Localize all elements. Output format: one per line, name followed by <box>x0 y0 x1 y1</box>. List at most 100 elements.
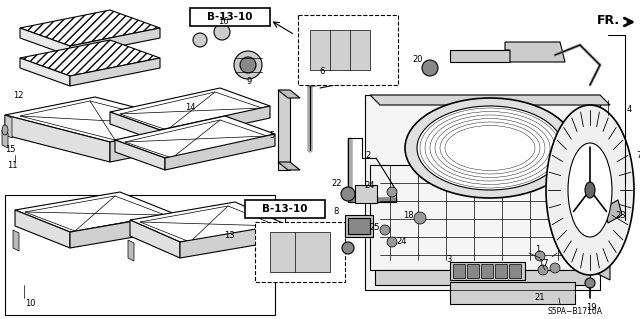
Bar <box>348 218 370 234</box>
Polygon shape <box>20 58 70 86</box>
Polygon shape <box>604 200 622 223</box>
Polygon shape <box>310 30 370 70</box>
Ellipse shape <box>214 24 230 40</box>
Text: 7: 7 <box>636 151 640 160</box>
Polygon shape <box>20 40 160 76</box>
Polygon shape <box>110 88 270 130</box>
Polygon shape <box>20 10 160 46</box>
Bar <box>255 222 345 282</box>
Text: 19: 19 <box>586 303 596 313</box>
Bar <box>467 264 479 278</box>
Polygon shape <box>125 120 267 158</box>
Text: B-13-10: B-13-10 <box>207 12 253 22</box>
Polygon shape <box>375 270 590 285</box>
Ellipse shape <box>546 105 634 275</box>
Text: 24: 24 <box>397 236 407 246</box>
Bar <box>481 264 493 278</box>
Text: B-13-10: B-13-10 <box>262 204 308 214</box>
Ellipse shape <box>405 98 575 198</box>
Polygon shape <box>20 28 70 56</box>
Polygon shape <box>2 130 8 148</box>
Ellipse shape <box>585 182 595 198</box>
Polygon shape <box>5 115 110 162</box>
Bar <box>355 185 377 203</box>
Bar <box>509 264 521 278</box>
Polygon shape <box>20 101 185 140</box>
Text: 6: 6 <box>319 68 324 77</box>
Ellipse shape <box>535 251 545 261</box>
Polygon shape <box>450 50 510 62</box>
Bar <box>450 262 525 280</box>
Polygon shape <box>505 42 565 62</box>
Polygon shape <box>370 95 610 105</box>
Polygon shape <box>278 90 290 170</box>
Polygon shape <box>128 240 134 261</box>
Polygon shape <box>590 155 610 280</box>
Text: 16: 16 <box>218 18 228 26</box>
Bar <box>190 8 270 26</box>
Text: 4: 4 <box>627 106 632 115</box>
Ellipse shape <box>422 60 438 76</box>
Ellipse shape <box>387 187 397 197</box>
Text: 17: 17 <box>538 258 548 268</box>
Polygon shape <box>130 220 180 258</box>
Polygon shape <box>15 210 70 248</box>
Ellipse shape <box>380 225 390 235</box>
Polygon shape <box>13 230 19 251</box>
Ellipse shape <box>342 242 354 254</box>
Bar <box>345 215 373 237</box>
Text: 12: 12 <box>13 91 23 100</box>
Polygon shape <box>365 95 600 290</box>
Polygon shape <box>5 115 12 138</box>
Bar <box>298 15 398 85</box>
Polygon shape <box>278 90 300 98</box>
Text: 15: 15 <box>4 145 15 153</box>
Text: 5: 5 <box>269 131 275 140</box>
Polygon shape <box>160 106 270 142</box>
Polygon shape <box>110 124 200 162</box>
Ellipse shape <box>193 33 207 47</box>
Text: S5PA−B1710A: S5PA−B1710A <box>547 308 602 316</box>
Text: 13: 13 <box>224 231 234 240</box>
Text: 2: 2 <box>365 151 371 160</box>
Polygon shape <box>25 196 165 231</box>
Polygon shape <box>70 58 160 86</box>
Text: 14: 14 <box>185 103 195 113</box>
Text: 24: 24 <box>365 182 375 190</box>
Polygon shape <box>165 134 275 170</box>
Bar <box>245 200 325 218</box>
Ellipse shape <box>585 278 595 288</box>
Polygon shape <box>120 92 262 130</box>
Bar <box>495 264 507 278</box>
Text: FR.: FR. <box>596 13 620 26</box>
Text: 23: 23 <box>616 211 627 219</box>
Ellipse shape <box>417 106 563 190</box>
Polygon shape <box>270 232 330 272</box>
Ellipse shape <box>550 263 560 273</box>
Text: 11: 11 <box>7 160 17 169</box>
Text: 3: 3 <box>446 256 452 264</box>
Polygon shape <box>115 116 275 158</box>
Text: 8: 8 <box>333 207 339 217</box>
Ellipse shape <box>568 143 612 237</box>
Bar <box>5 195 275 315</box>
Polygon shape <box>110 112 160 142</box>
Bar <box>453 264 465 278</box>
Text: 22: 22 <box>332 179 342 188</box>
Polygon shape <box>140 206 278 242</box>
Polygon shape <box>5 97 200 142</box>
Ellipse shape <box>414 212 426 224</box>
Ellipse shape <box>240 57 256 73</box>
Polygon shape <box>180 224 285 258</box>
Polygon shape <box>70 28 160 56</box>
Text: 21: 21 <box>535 293 545 301</box>
Text: 9: 9 <box>246 78 252 86</box>
Ellipse shape <box>341 187 355 201</box>
Text: 18: 18 <box>403 211 413 219</box>
Polygon shape <box>278 162 300 170</box>
Bar <box>450 282 575 304</box>
Polygon shape <box>70 214 175 248</box>
Ellipse shape <box>387 237 397 247</box>
Text: 1: 1 <box>536 246 541 255</box>
Polygon shape <box>115 140 165 170</box>
